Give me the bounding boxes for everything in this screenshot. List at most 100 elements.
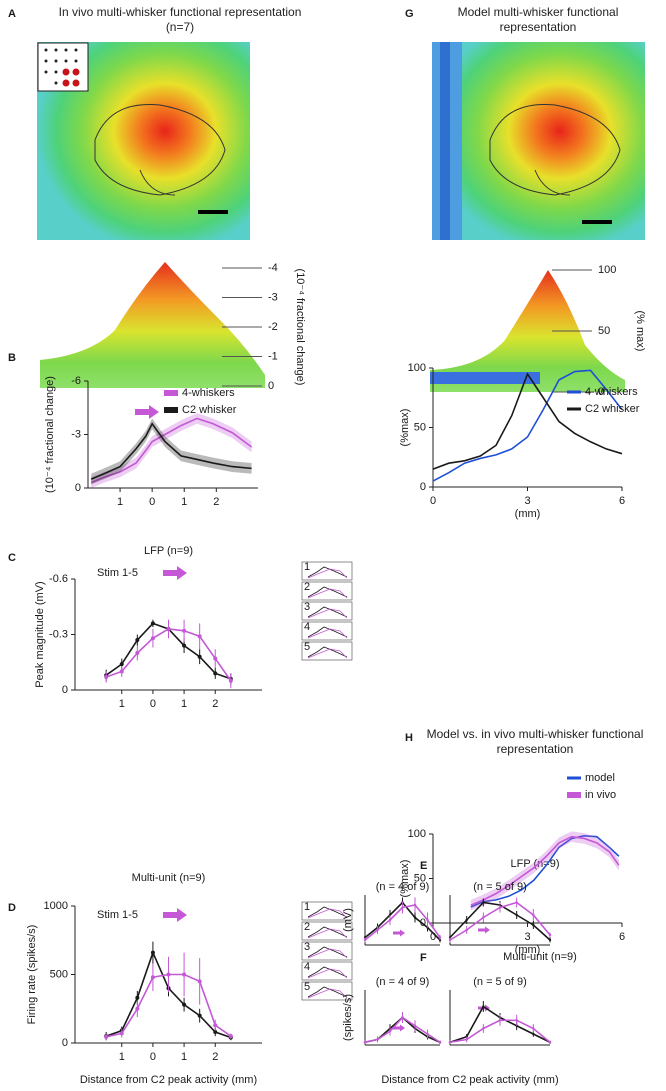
surface [430, 270, 625, 392]
y-tick-label: -3 [71, 428, 81, 440]
axis-label: (%max) [399, 860, 411, 898]
inset-curve [307, 946, 348, 958]
whisker-dots [44, 48, 80, 87]
point [532, 923, 535, 927]
point [182, 1002, 187, 1007]
inset-curve [307, 966, 348, 978]
point [413, 903, 417, 907]
point [182, 628, 187, 633]
point [182, 972, 187, 977]
surface-tick-label: 0 [598, 386, 604, 398]
chart-title: (n = 5 of 9) [473, 976, 527, 988]
shift-arrow [135, 405, 159, 419]
x-tick-label: 3 [524, 495, 530, 507]
error-band [91, 418, 252, 485]
x-tick-label: 2 [212, 1051, 218, 1063]
annotation: Stim 1-5 [97, 909, 138, 921]
point [465, 1038, 468, 1041]
inset-curve [307, 908, 348, 919]
inset-box [301, 581, 353, 601]
inset-label: 2 [304, 921, 310, 933]
chart-title: LFP (n=9) [144, 545, 193, 557]
point [150, 636, 155, 641]
point [197, 1013, 202, 1018]
panel-title: LFP (n=9) [510, 858, 559, 870]
shift-arrow [163, 908, 187, 922]
y-tick-label: 0 [420, 481, 426, 493]
y-tick-label: 50 [414, 872, 426, 884]
point [438, 1041, 442, 1044]
x-tick-label: 0 [430, 931, 436, 943]
point [548, 938, 552, 942]
point [213, 1030, 218, 1035]
inset-label: 5 [304, 981, 310, 993]
point [363, 1041, 367, 1044]
point [548, 1041, 552, 1044]
series-line [90, 417, 253, 484]
axis-label: Peak magnitude (mV) [34, 581, 46, 687]
inset-curve [307, 606, 348, 618]
panel-letter: G [405, 8, 414, 20]
point [150, 950, 155, 955]
x-tick-label: 3 [524, 931, 530, 943]
inset-label: 2 [304, 581, 310, 593]
point [104, 675, 109, 680]
point [119, 662, 124, 667]
surface-tick-label: 0 [268, 380, 274, 392]
point [498, 906, 502, 909]
point [363, 938, 367, 942]
surface-tick-label: -2 [268, 321, 278, 333]
point [515, 901, 518, 904]
x-tick-label: 2 [212, 698, 218, 710]
point [482, 901, 485, 904]
point [401, 906, 404, 909]
legend-label: 4-whiskers [182, 387, 235, 399]
point [448, 1041, 452, 1044]
panel-title: In vivo multi-whisker functional represe… [58, 5, 302, 34]
point [166, 972, 171, 977]
panel-letter: F [420, 952, 427, 964]
shift-arrow [163, 566, 187, 580]
series-line [90, 422, 252, 480]
chart-title: (n = 4 of 9) [376, 881, 430, 893]
inset-curve [307, 608, 348, 619]
point [426, 918, 429, 922]
inset-box [301, 921, 353, 941]
point [119, 669, 124, 674]
point [213, 1023, 218, 1028]
inset-curve [307, 626, 348, 638]
point [197, 634, 202, 639]
series-line [470, 834, 620, 908]
inset-curve [307, 948, 348, 959]
panel-letter: E [420, 860, 427, 872]
panel-letter: H [405, 732, 413, 744]
inset-label: 3 [304, 601, 310, 613]
point [119, 1031, 124, 1036]
chart-title: (n = 4 of 9) [376, 976, 430, 988]
legend-label: model [585, 772, 615, 784]
inset-label: 4 [304, 961, 310, 973]
axis-label: (mm) [515, 944, 541, 956]
inset-curve [307, 646, 348, 658]
point [515, 1019, 518, 1022]
x-tick-label: 6 [619, 931, 625, 943]
inset-curve [307, 648, 348, 659]
point [228, 678, 233, 683]
inset-label: 3 [304, 941, 310, 953]
point [465, 928, 468, 932]
panel-letter: B [8, 352, 16, 364]
inset-box [301, 641, 353, 661]
x-tick-label: 0 [150, 1051, 156, 1063]
chart-title: (n = 5 of 9) [473, 881, 527, 893]
legend-label: in vivo [585, 789, 616, 801]
legend-label: C2 whisker [182, 404, 237, 416]
point [448, 938, 452, 942]
y-tick-label: 0 [62, 684, 68, 696]
point [413, 1024, 417, 1027]
surface-tick-label: -1 [268, 350, 278, 362]
surface-tick-label: 50 [598, 325, 610, 337]
barrel-outline [94, 103, 226, 196]
x-tick-label: 1 [181, 1051, 187, 1063]
x-tick-label: 0 [430, 495, 436, 507]
point [532, 913, 535, 917]
